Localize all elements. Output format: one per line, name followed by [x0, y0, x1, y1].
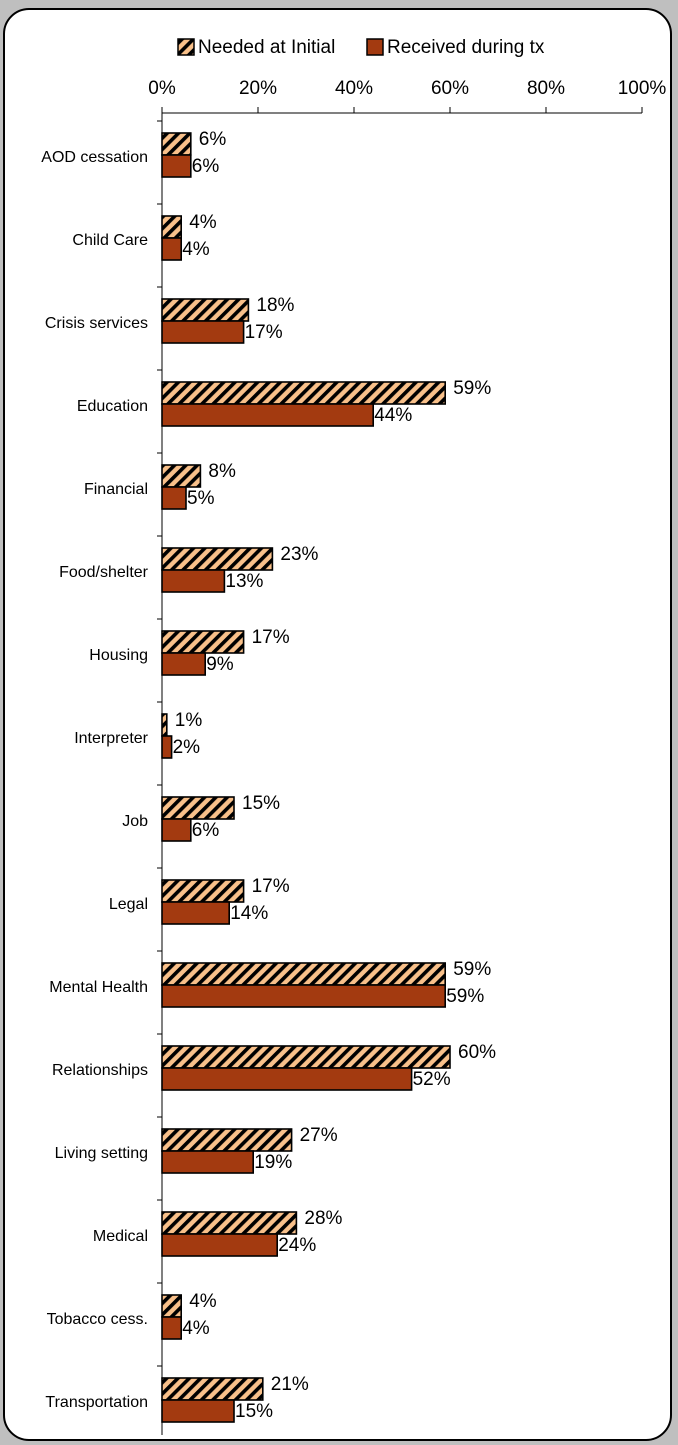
data-label-needed: 59%: [453, 959, 491, 980]
data-label-needed: 4%: [189, 212, 217, 233]
data-label-received: 24%: [278, 1235, 316, 1256]
category-labels: AOD cessation Child Care Crisis services Ed…: [41, 149, 148, 1411]
bar-received: [161, 901, 230, 925]
bar-needed: [161, 1377, 264, 1401]
bar-received: [161, 569, 226, 593]
bar-received: [161, 237, 183, 261]
bar-received: [161, 1233, 278, 1257]
bar-received: [161, 1399, 235, 1423]
bar-needed: [161, 215, 183, 239]
bar-needed: [161, 132, 192, 156]
bar-received: [161, 735, 173, 759]
bar-received: [161, 818, 192, 842]
bar-chart: Needed at Initial Received during tx 0% 2…: [41, 37, 667, 1435]
data-label-received: 52%: [413, 1069, 451, 1090]
bar-needed: [161, 630, 245, 654]
bars: [161, 132, 451, 1423]
data-label-needed: 8%: [208, 461, 236, 482]
data-label-received: 14%: [230, 903, 268, 924]
legend-label-received: Received during tx: [387, 37, 545, 58]
bar-needed: [161, 298, 250, 322]
x-tick-label: 80%: [527, 78, 565, 99]
bar-received: [161, 320, 245, 344]
bar-received: [161, 1150, 254, 1174]
category-label: Job: [122, 813, 148, 830]
data-label-received: 4%: [182, 1318, 210, 1339]
data-label-received: 15%: [235, 1401, 273, 1422]
category-label: Child Care: [72, 232, 148, 249]
category-label: Interpreter: [74, 730, 148, 747]
bar-received: [161, 1067, 413, 1091]
category-label: Crisis services: [45, 315, 148, 332]
bar-received: [161, 652, 207, 676]
data-label-received: 6%: [192, 156, 220, 177]
data-label-received: 4%: [182, 239, 210, 260]
bar-needed: [161, 1211, 298, 1235]
category-label: Relationships: [52, 1062, 148, 1079]
x-tick-label: 0%: [148, 78, 176, 99]
bar-needed: [161, 547, 274, 571]
data-label-received: 44%: [374, 405, 412, 426]
data-label-needed: 18%: [256, 295, 294, 316]
data-label-needed: 59%: [453, 378, 491, 399]
data-label-received: 6%: [192, 820, 220, 841]
data-label-needed: 4%: [189, 1291, 217, 1312]
bar-needed: [161, 1294, 183, 1318]
data-labels: 6% 6% 4% 4% 18% 17% 59% 44% 8% 5% 23% 13% 17% 9% 1% 2% 1…: [173, 129, 497, 1422]
x-tick-label: 100%: [618, 78, 667, 99]
bar-needed: [161, 713, 168, 737]
bar-needed: [161, 962, 447, 986]
category-label: Transportation: [45, 1394, 148, 1411]
bar-needed: [161, 879, 245, 903]
data-label-received: 5%: [187, 488, 215, 509]
data-label-needed: 27%: [300, 1125, 338, 1146]
bar-needed: [161, 1045, 451, 1069]
data-label-needed: 15%: [242, 793, 280, 814]
category-label: Food/shelter: [59, 564, 149, 581]
bar-needed: [161, 1128, 293, 1152]
legend-swatch-needed: [177, 38, 195, 56]
data-label-received: 9%: [206, 654, 234, 675]
legend-label-needed: Needed at Initial: [198, 37, 335, 58]
category-label: Mental Health: [49, 979, 148, 996]
category-label: AOD cessation: [41, 149, 148, 166]
bar-received: [161, 154, 192, 178]
x-axis: 0% 20% 40% 60% 80% 100%: [148, 78, 667, 114]
data-label-received: 13%: [225, 571, 263, 592]
data-label-needed: 23%: [280, 544, 318, 565]
bar-received: [161, 984, 447, 1008]
bar-received: [161, 403, 374, 427]
data-label-needed: 17%: [252, 876, 290, 897]
bar-needed: [161, 381, 447, 405]
bar-received: [161, 486, 187, 510]
bar-needed: [161, 464, 202, 488]
data-label-needed: 17%: [252, 627, 290, 648]
category-label: Housing: [89, 647, 148, 664]
x-tick-label: 20%: [239, 78, 277, 99]
category-label: Financial: [84, 481, 148, 498]
legend-swatch-received: [366, 38, 384, 56]
category-label: Tobacco cess.: [47, 1311, 148, 1328]
category-label: Legal: [109, 896, 148, 913]
category-label: Medical: [93, 1228, 148, 1245]
chart-frame: Needed at Initial Received during tx 0% 2…: [3, 8, 672, 1441]
data-label-needed: 1%: [175, 710, 203, 731]
legend: Needed at Initial Received during tx: [177, 37, 545, 58]
data-label-needed: 6%: [199, 129, 227, 150]
data-label-needed: 60%: [458, 1042, 496, 1063]
category-label: Living setting: [55, 1145, 148, 1162]
bar-needed: [161, 796, 235, 820]
data-label-received: 17%: [245, 322, 283, 343]
data-label-received: 19%: [254, 1152, 292, 1173]
data-label-needed: 21%: [271, 1374, 309, 1395]
data-label-received: 59%: [446, 986, 484, 1007]
bar-received: [161, 1316, 183, 1340]
data-label-received: 2%: [173, 737, 201, 758]
x-tick-label: 60%: [431, 78, 469, 99]
data-label-needed: 28%: [304, 1208, 342, 1229]
x-tick-label: 40%: [335, 78, 373, 99]
category-label: Education: [77, 398, 148, 415]
